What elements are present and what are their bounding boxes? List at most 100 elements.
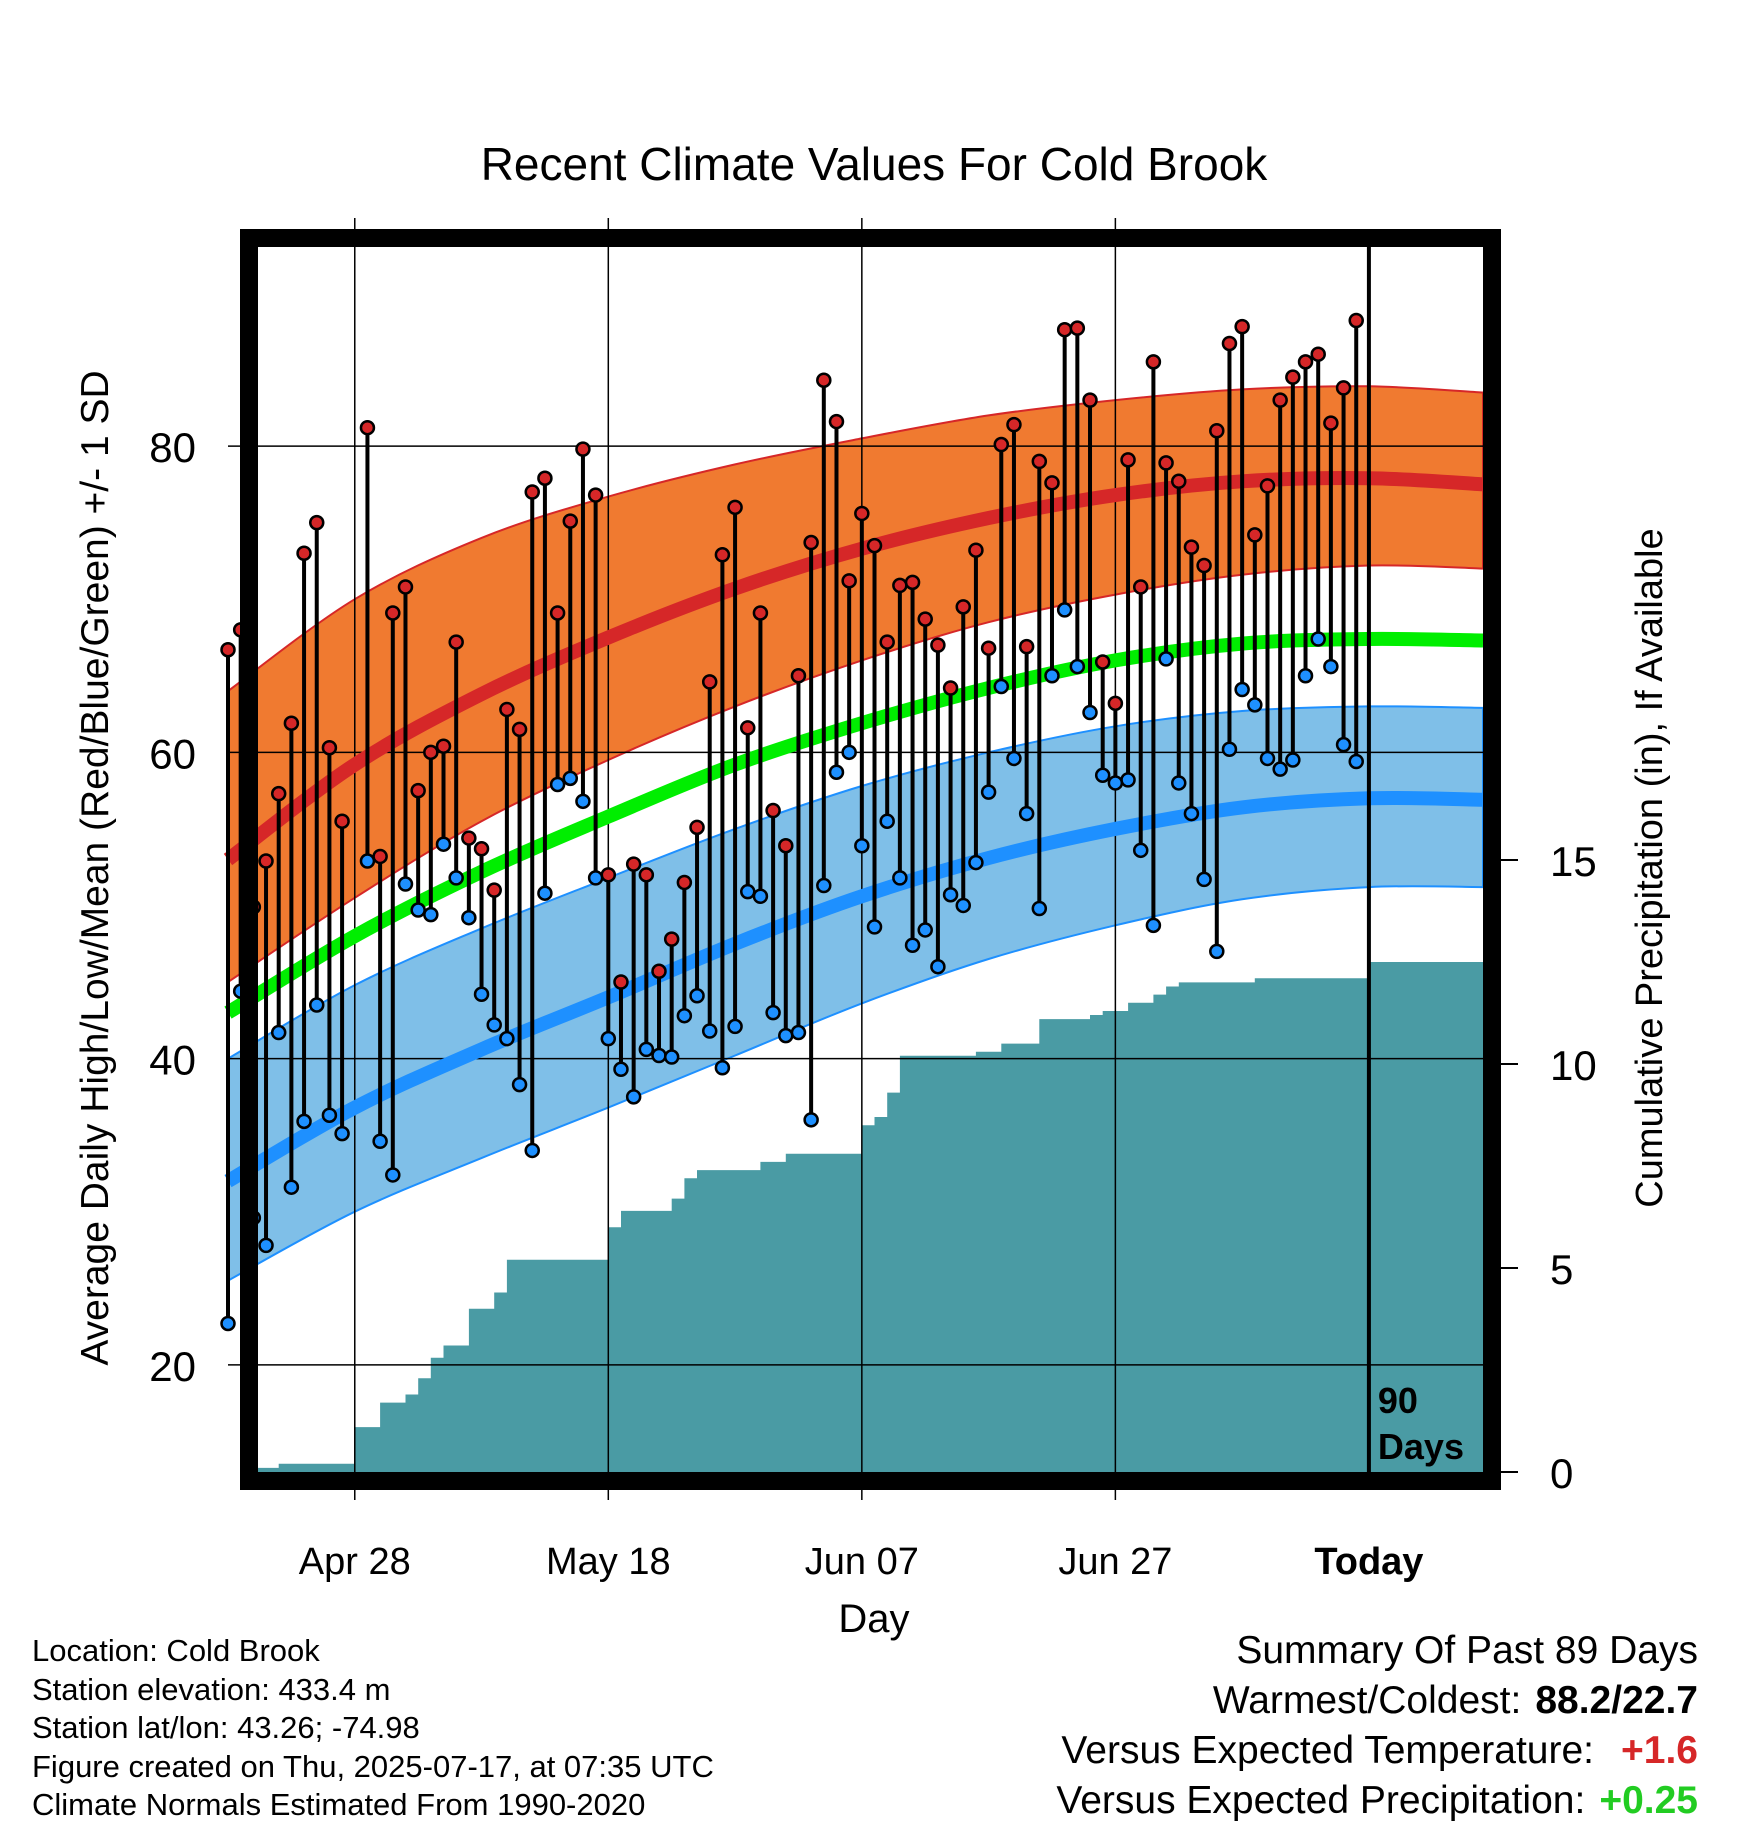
daily-low-point — [879, 813, 895, 829]
daily-high-point — [955, 599, 972, 615]
daily-high-point — [435, 738, 452, 754]
daily-high-point — [575, 441, 591, 457]
daily-low-point — [423, 906, 439, 923]
daily-high-point — [1234, 318, 1250, 335]
daily-high-point — [854, 505, 870, 522]
daily-high-point — [689, 819, 705, 836]
daily-low-point — [701, 1023, 718, 1039]
daily-low-point — [930, 958, 946, 975]
daily-high-point — [1006, 416, 1022, 433]
daily-high-point — [537, 470, 553, 486]
daily-high-point — [562, 513, 579, 529]
daily-low-point — [1132, 842, 1149, 859]
daily-low-point — [372, 1133, 388, 1149]
daily-low-point — [1031, 900, 1048, 917]
daily-high-point — [524, 484, 540, 500]
daily-high-point — [790, 668, 807, 684]
daily-low-point — [625, 1089, 642, 1105]
daily-low-point — [1006, 750, 1022, 767]
daily-low-point — [1082, 704, 1098, 721]
daily-high-point — [308, 514, 325, 531]
y2-tick-label: 0 — [1550, 1450, 1573, 1497]
today-marker-label: Days — [1378, 1426, 1464, 1467]
daily-low-point — [448, 870, 464, 886]
daily-low-point — [1221, 741, 1238, 757]
warm-cold-value: 88.2/22.7 — [1535, 1679, 1698, 1722]
daily-low-point — [385, 1167, 401, 1183]
daily-low-point — [1234, 681, 1250, 698]
daily-low-point — [1323, 658, 1339, 675]
daily-high-point — [727, 499, 743, 516]
daily-low-point — [562, 770, 579, 787]
daily-low-point — [1094, 767, 1111, 784]
daily-high-point — [334, 813, 350, 829]
daily-low-point — [980, 784, 997, 800]
plot-frame — [240, 229, 1501, 1490]
daily-high-point — [385, 605, 401, 621]
daily-high-point — [778, 837, 794, 854]
daily-high-point — [321, 739, 338, 756]
daily-high-point — [1285, 369, 1301, 385]
daily-low-point — [270, 1024, 287, 1041]
daily-low-point — [397, 876, 414, 892]
daily-low-point — [1171, 775, 1187, 791]
daily-high-point — [714, 547, 731, 563]
daily-low-point — [1247, 697, 1263, 713]
daily-low-point — [1297, 668, 1314, 684]
daily-high-point — [866, 537, 883, 554]
daily-low-point — [258, 1237, 274, 1254]
daily-high-point — [613, 974, 629, 990]
daily-high-point — [752, 605, 769, 621]
temp-anomaly-label: Versus Expected Temperature: — [1061, 1729, 1594, 1772]
daily-low-point — [334, 1125, 350, 1142]
daily-high-point — [1348, 312, 1364, 329]
daily-low-point — [511, 1076, 528, 1093]
daily-high-point — [993, 436, 1010, 453]
daily-high-point — [1145, 354, 1162, 370]
daily-low-point — [499, 1030, 515, 1047]
x-tick-label: Today — [1314, 1541, 1423, 1583]
daily-points-layer — [220, 312, 1364, 1332]
summary-title: Summary Of Past 89 Days — [1236, 1629, 1698, 1672]
daily-low-point — [1259, 750, 1276, 767]
station-elevation: Station elevation: 433.4 m — [32, 1671, 391, 1707]
daily-low-point — [854, 837, 870, 854]
daily-low-point — [1044, 668, 1060, 684]
daily-low-point — [283, 1179, 300, 1195]
daily-low-point — [727, 1018, 743, 1035]
daily-low-point — [359, 853, 376, 869]
daily-low-point — [435, 836, 452, 852]
daily-low-point — [651, 1047, 667, 1064]
daily-high-point — [1209, 423, 1225, 439]
daily-high-point — [904, 574, 921, 591]
daily-low-point — [1158, 651, 1174, 667]
daily-low-point — [461, 909, 477, 926]
daily-low-point — [575, 793, 591, 810]
daily-high-point — [1323, 415, 1339, 431]
daily-high-point — [1171, 473, 1187, 490]
daily-low-point — [1183, 805, 1200, 822]
temp-anomaly-value: +1.6 — [1621, 1729, 1698, 1772]
daily-high-point — [1031, 453, 1048, 470]
daily-high-point — [1044, 475, 1060, 491]
precip-anomaly-label: Versus Expected Precipitation: — [1056, 1779, 1586, 1822]
daily-low-point — [1107, 775, 1124, 791]
daily-high-point — [372, 848, 388, 865]
daily-high-point — [1183, 539, 1200, 555]
daily-high-point — [917, 611, 933, 627]
precipitation-area-layer — [228, 962, 1483, 1472]
daily-high-point — [663, 931, 680, 947]
daily-stems-layer — [226, 320, 1359, 1324]
daily-high-point — [765, 802, 781, 819]
daily-low-point — [1056, 602, 1073, 618]
daily-high-point — [473, 841, 490, 857]
daily-low-point — [1335, 736, 1352, 753]
daily-low-point — [752, 888, 769, 904]
daily-low-point — [816, 877, 832, 894]
gridlines-layer — [228, 218, 1483, 1500]
daily-high-point — [739, 720, 756, 736]
station-info: Location: Cold Brook Station elevation: … — [32, 1632, 714, 1825]
daily-low-point — [524, 1142, 540, 1159]
daily-high-point — [1069, 320, 1086, 336]
daily-low-point — [765, 1004, 781, 1021]
